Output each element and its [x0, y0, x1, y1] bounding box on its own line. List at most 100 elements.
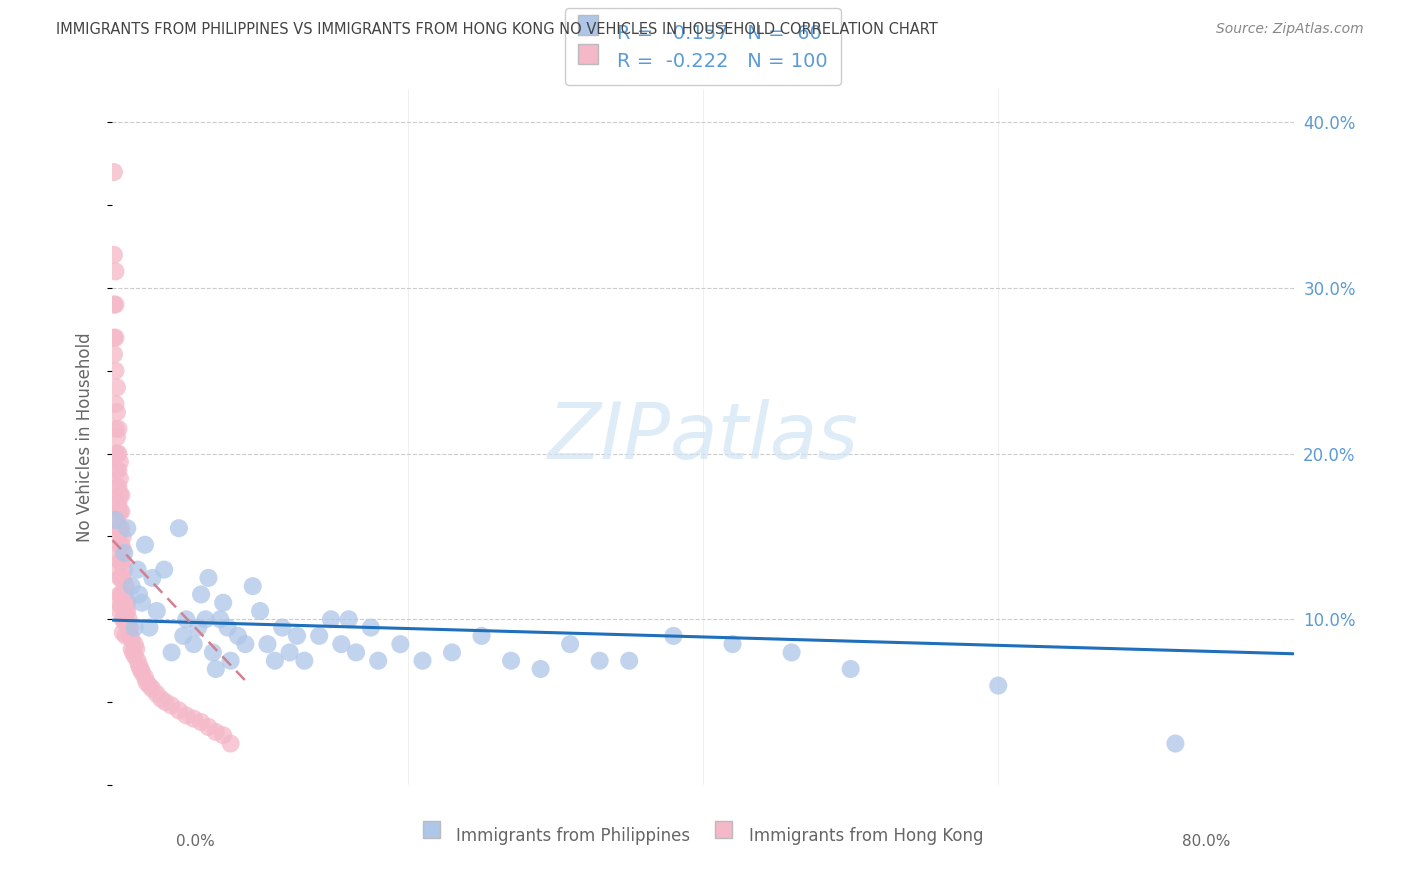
- Point: [219, 654, 242, 668]
- Point: [120, 629, 142, 643]
- Point: [131, 596, 153, 610]
- Point: [103, 347, 125, 361]
- Point: [105, 447, 128, 461]
- Point: [117, 615, 138, 630]
- Point: [190, 587, 212, 601]
- Point: [111, 571, 134, 585]
- Point: [153, 563, 176, 577]
- Point: [155, 695, 177, 709]
- Point: [111, 599, 134, 613]
- Point: [187, 621, 209, 635]
- Point: [111, 554, 134, 568]
- Point: [110, 599, 132, 613]
- Point: [127, 563, 149, 577]
- Point: [108, 471, 131, 485]
- Point: [110, 521, 132, 535]
- Point: [104, 331, 127, 345]
- Point: [190, 714, 212, 729]
- Point: [105, 496, 128, 510]
- Point: [114, 579, 136, 593]
- Y-axis label: No Vehicles in Household: No Vehicles in Household: [76, 332, 94, 542]
- Point: [219, 737, 242, 751]
- Point: [292, 654, 315, 668]
- Point: [108, 604, 131, 618]
- Point: [217, 621, 239, 635]
- Point: [501, 654, 523, 668]
- Point: [117, 521, 138, 535]
- Point: [128, 658, 150, 673]
- Point: [167, 521, 190, 535]
- Point: [108, 505, 131, 519]
- Point: [108, 554, 131, 568]
- Point: [588, 654, 610, 668]
- Text: IMMIGRANTS FROM PHILIPPINES VS IMMIGRANTS FROM HONG KONG NO VEHICLES IN HOUSEHOL: IMMIGRANTS FROM PHILIPPINES VS IMMIGRANT…: [56, 22, 938, 37]
- Point: [110, 554, 132, 568]
- Point: [131, 665, 153, 680]
- Point: [242, 579, 264, 593]
- Legend: Immigrants from Philippines, Immigrants from Hong Kong: Immigrants from Philippines, Immigrants …: [415, 818, 991, 853]
- Point: [205, 725, 228, 739]
- Point: [194, 612, 217, 626]
- Point: [121, 642, 143, 657]
- Point: [121, 579, 143, 593]
- Point: [529, 662, 551, 676]
- Point: [1164, 737, 1187, 751]
- Point: [278, 645, 301, 659]
- Point: [183, 637, 205, 651]
- Point: [344, 645, 367, 659]
- Point: [112, 612, 135, 626]
- Point: [150, 691, 173, 706]
- Point: [337, 612, 360, 626]
- Point: [104, 422, 127, 436]
- Point: [107, 447, 129, 461]
- Text: ZIPatlas: ZIPatlas: [547, 399, 859, 475]
- Point: [124, 637, 146, 651]
- Point: [111, 587, 134, 601]
- Point: [110, 488, 132, 502]
- Point: [124, 648, 146, 663]
- Point: [209, 612, 232, 626]
- Text: 0.0%: 0.0%: [176, 834, 215, 849]
- Point: [108, 488, 131, 502]
- Point: [114, 592, 136, 607]
- Point: [104, 447, 127, 461]
- Point: [134, 670, 156, 684]
- Point: [619, 654, 641, 668]
- Point: [124, 621, 146, 635]
- Point: [111, 625, 134, 640]
- Point: [308, 629, 330, 643]
- Point: [138, 621, 160, 635]
- Point: [111, 542, 134, 557]
- Point: [141, 681, 163, 696]
- Point: [411, 654, 433, 668]
- Text: 80.0%: 80.0%: [1182, 834, 1230, 849]
- Point: [120, 621, 142, 635]
- Point: [271, 621, 294, 635]
- Point: [105, 513, 128, 527]
- Point: [174, 612, 197, 626]
- Point: [172, 629, 194, 643]
- Point: [107, 422, 129, 436]
- Point: [108, 521, 131, 535]
- Point: [107, 505, 129, 519]
- Point: [103, 331, 125, 345]
- Point: [129, 662, 152, 676]
- Point: [138, 679, 160, 693]
- Point: [118, 621, 141, 635]
- Point: [111, 529, 134, 543]
- Point: [127, 654, 149, 668]
- Point: [987, 679, 1010, 693]
- Point: [330, 637, 353, 651]
- Point: [104, 264, 127, 278]
- Point: [389, 637, 412, 651]
- Point: [107, 463, 129, 477]
- Point: [367, 654, 389, 668]
- Point: [264, 654, 287, 668]
- Point: [107, 480, 129, 494]
- Point: [117, 604, 138, 618]
- Point: [662, 629, 685, 643]
- Point: [128, 587, 150, 601]
- Point: [108, 538, 131, 552]
- Point: [110, 538, 132, 552]
- Point: [285, 629, 308, 643]
